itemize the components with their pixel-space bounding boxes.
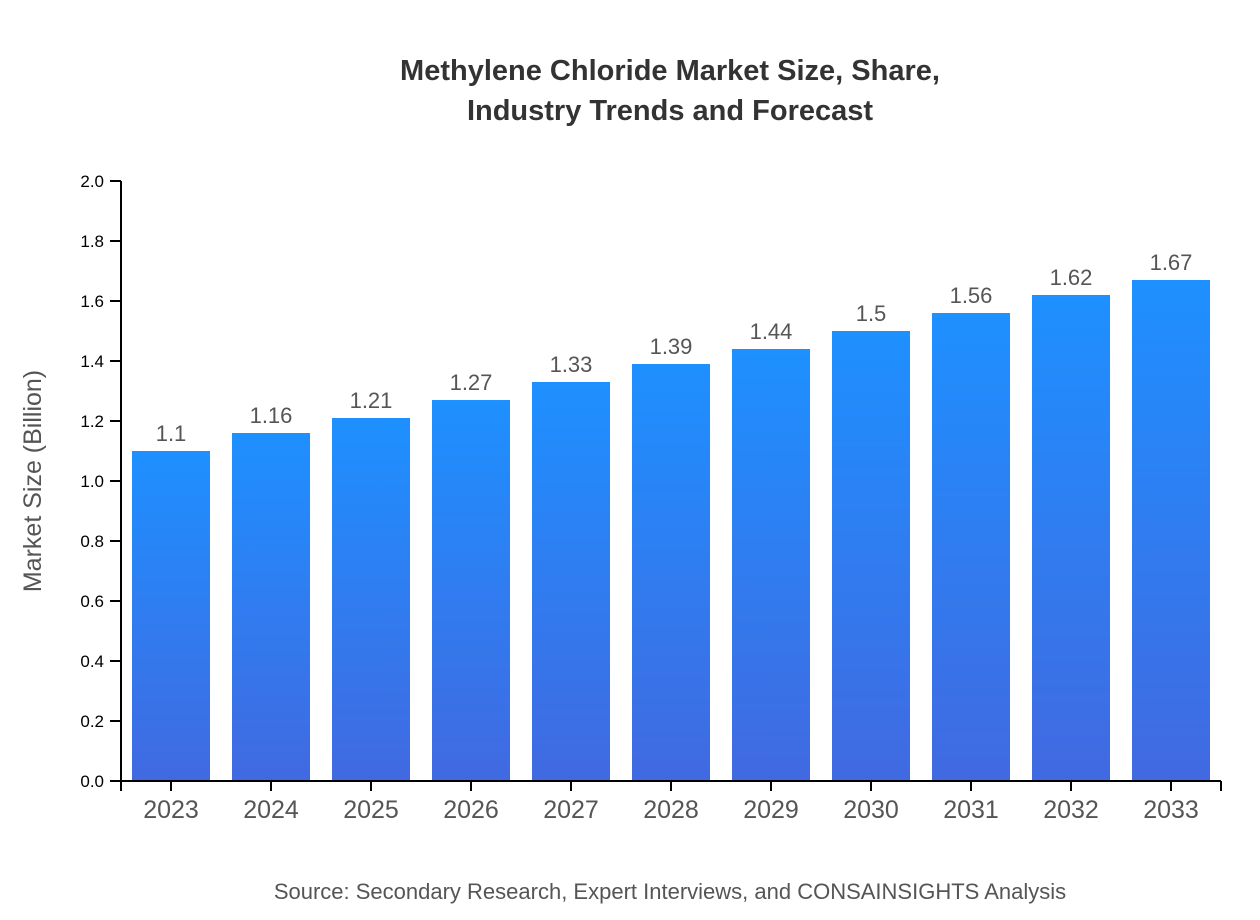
- x-tick-label: 2027: [543, 796, 599, 824]
- data-label: 1.44: [750, 319, 793, 344]
- y-tick-label: 1.2: [80, 412, 104, 431]
- data-label: 1.33: [550, 352, 593, 377]
- y-tick-label: 0.8: [80, 532, 104, 551]
- chart-title-line-1: Methylene Chloride Market Size, Share,: [400, 55, 940, 87]
- bar-2030: [832, 331, 910, 781]
- y-tick-label: 0.4: [80, 652, 104, 671]
- bar-2023: [132, 451, 210, 781]
- data-label: 1.39: [650, 334, 693, 359]
- y-tick-label: 1.6: [80, 292, 104, 311]
- x-tick-label: 2029: [743, 796, 799, 824]
- bar-2029: [732, 349, 810, 781]
- y-tick-label: 1.8: [80, 232, 104, 251]
- bar-2028: [632, 364, 710, 781]
- bar-2033: [1132, 280, 1210, 781]
- x-tick-label: 2028: [643, 796, 699, 824]
- data-label: 1.16: [250, 403, 293, 428]
- x-tick-label: 2025: [343, 796, 399, 824]
- bar-2024: [232, 433, 310, 781]
- data-label: 1.1: [156, 421, 187, 446]
- y-tick-label: 0.0: [80, 772, 104, 791]
- bar-2027: [532, 382, 610, 781]
- x-tick-label: 2033: [1143, 796, 1199, 824]
- y-tick-label: 1.0: [80, 472, 104, 491]
- x-tick-label: 2024: [243, 796, 299, 824]
- data-label: 1.5: [856, 301, 887, 326]
- bar-2031: [932, 313, 1010, 781]
- bar-2032: [1032, 295, 1110, 781]
- x-tick-label: 2023: [143, 796, 199, 824]
- x-tick-label: 2030: [843, 796, 899, 824]
- y-tick-label: 0.2: [80, 712, 104, 731]
- chart-title-line-2: Industry Trends and Forecast: [467, 95, 873, 127]
- y-axis-label: Market Size (Billion): [19, 370, 47, 592]
- data-label: 1.27: [450, 370, 493, 395]
- data-label: 1.67: [1150, 250, 1193, 275]
- y-tick-label: 0.6: [80, 592, 104, 611]
- data-label: 1.21: [350, 388, 393, 413]
- data-label: 1.56: [950, 283, 993, 308]
- source-note: Source: Secondary Research, Expert Inter…: [274, 879, 1066, 904]
- data-label: 1.62: [1050, 265, 1093, 290]
- x-tick-label: 2026: [443, 796, 499, 824]
- x-tick-label: 2031: [943, 796, 999, 824]
- bar-2025: [332, 418, 410, 781]
- x-tick-label: 2032: [1043, 796, 1099, 824]
- bar-2026: [432, 400, 510, 781]
- y-tick-label: 1.4: [80, 352, 104, 371]
- y-tick-label: 2.0: [80, 172, 104, 191]
